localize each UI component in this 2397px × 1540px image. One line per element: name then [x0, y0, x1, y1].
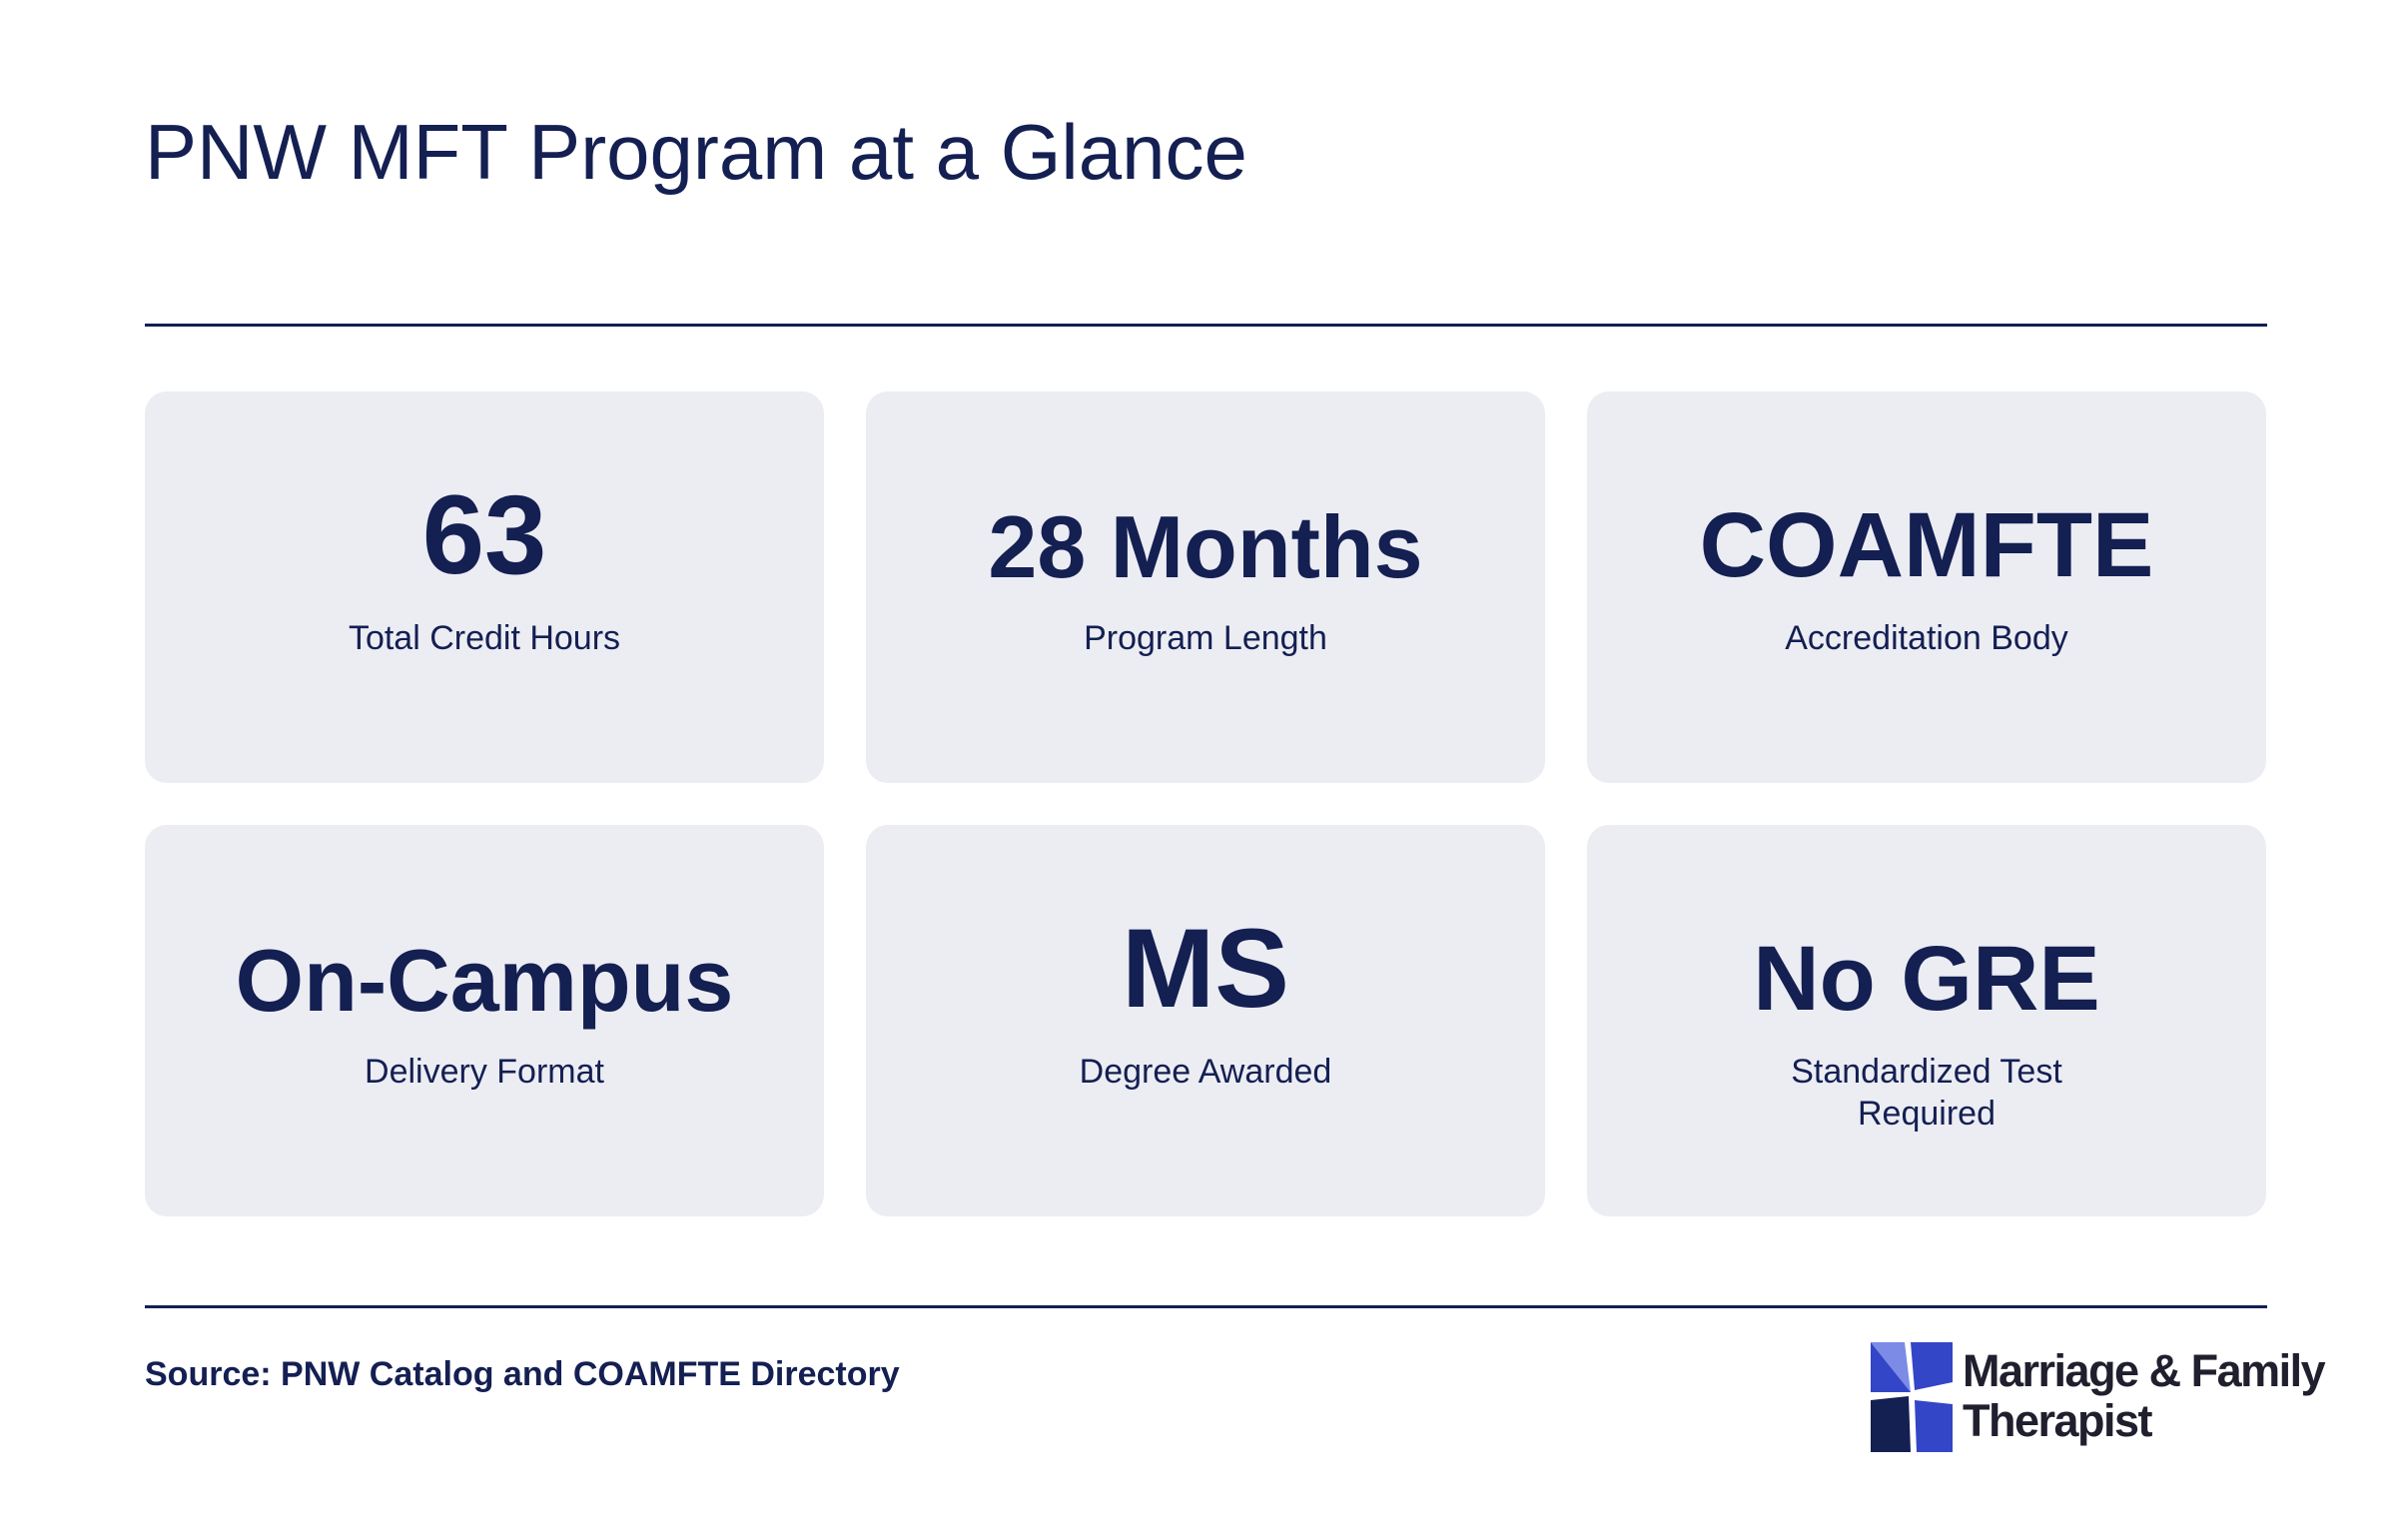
stat-label: Delivery Format — [365, 1053, 604, 1091]
stat-card-accreditation: COAMFTE Accreditation Body — [1587, 391, 2266, 783]
page-title: PNW MFT Program at a Glance — [145, 108, 1247, 196]
stat-label: Degree Awarded — [1079, 1053, 1332, 1091]
stat-value: MS — [1122, 906, 1289, 1031]
logo-line-2: Therapist — [1963, 1395, 2153, 1446]
stat-card-credit-hours: 63 Total Credit Hours — [145, 391, 824, 783]
stat-card-test-requirement: No GRE Standardized Test Required — [1587, 825, 2266, 1216]
pinwheel-logo-icon — [1871, 1342, 1953, 1452]
brand-logo: Marriage & Family Therapist — [1871, 1342, 2326, 1452]
source-note: Source: PNW Catalog and COAMFTE Director… — [145, 1355, 900, 1393]
stat-label: Accreditation Body — [1785, 619, 2068, 657]
stat-value: No GRE — [1753, 928, 2100, 1030]
stat-value: 28 Months — [988, 497, 1423, 596]
stats-grid: 63 Total Credit Hours 28 Months Program … — [145, 391, 2267, 1216]
logo-line-1: Marriage & Family — [1963, 1345, 2326, 1396]
stat-value: COAMFTE — [1699, 494, 2154, 596]
logo-wordmark: Marriage & Family Therapist — [1963, 1345, 2326, 1446]
stat-card-program-length: 28 Months Program Length — [866, 391, 1545, 783]
header-divider — [145, 324, 2267, 327]
stat-value: 63 — [421, 472, 547, 597]
stat-card-delivery-format: On-Campus Delivery Format — [145, 825, 824, 1216]
stat-card-degree: MS Degree Awarded — [866, 825, 1545, 1216]
stat-value: On-Campus — [235, 931, 734, 1030]
stat-label: Total Credit Hours — [348, 619, 621, 657]
stat-label: Standardized Test Required — [1791, 1053, 2062, 1133]
stat-label: Program Length — [1084, 619, 1327, 657]
footer-divider — [145, 1305, 2267, 1308]
